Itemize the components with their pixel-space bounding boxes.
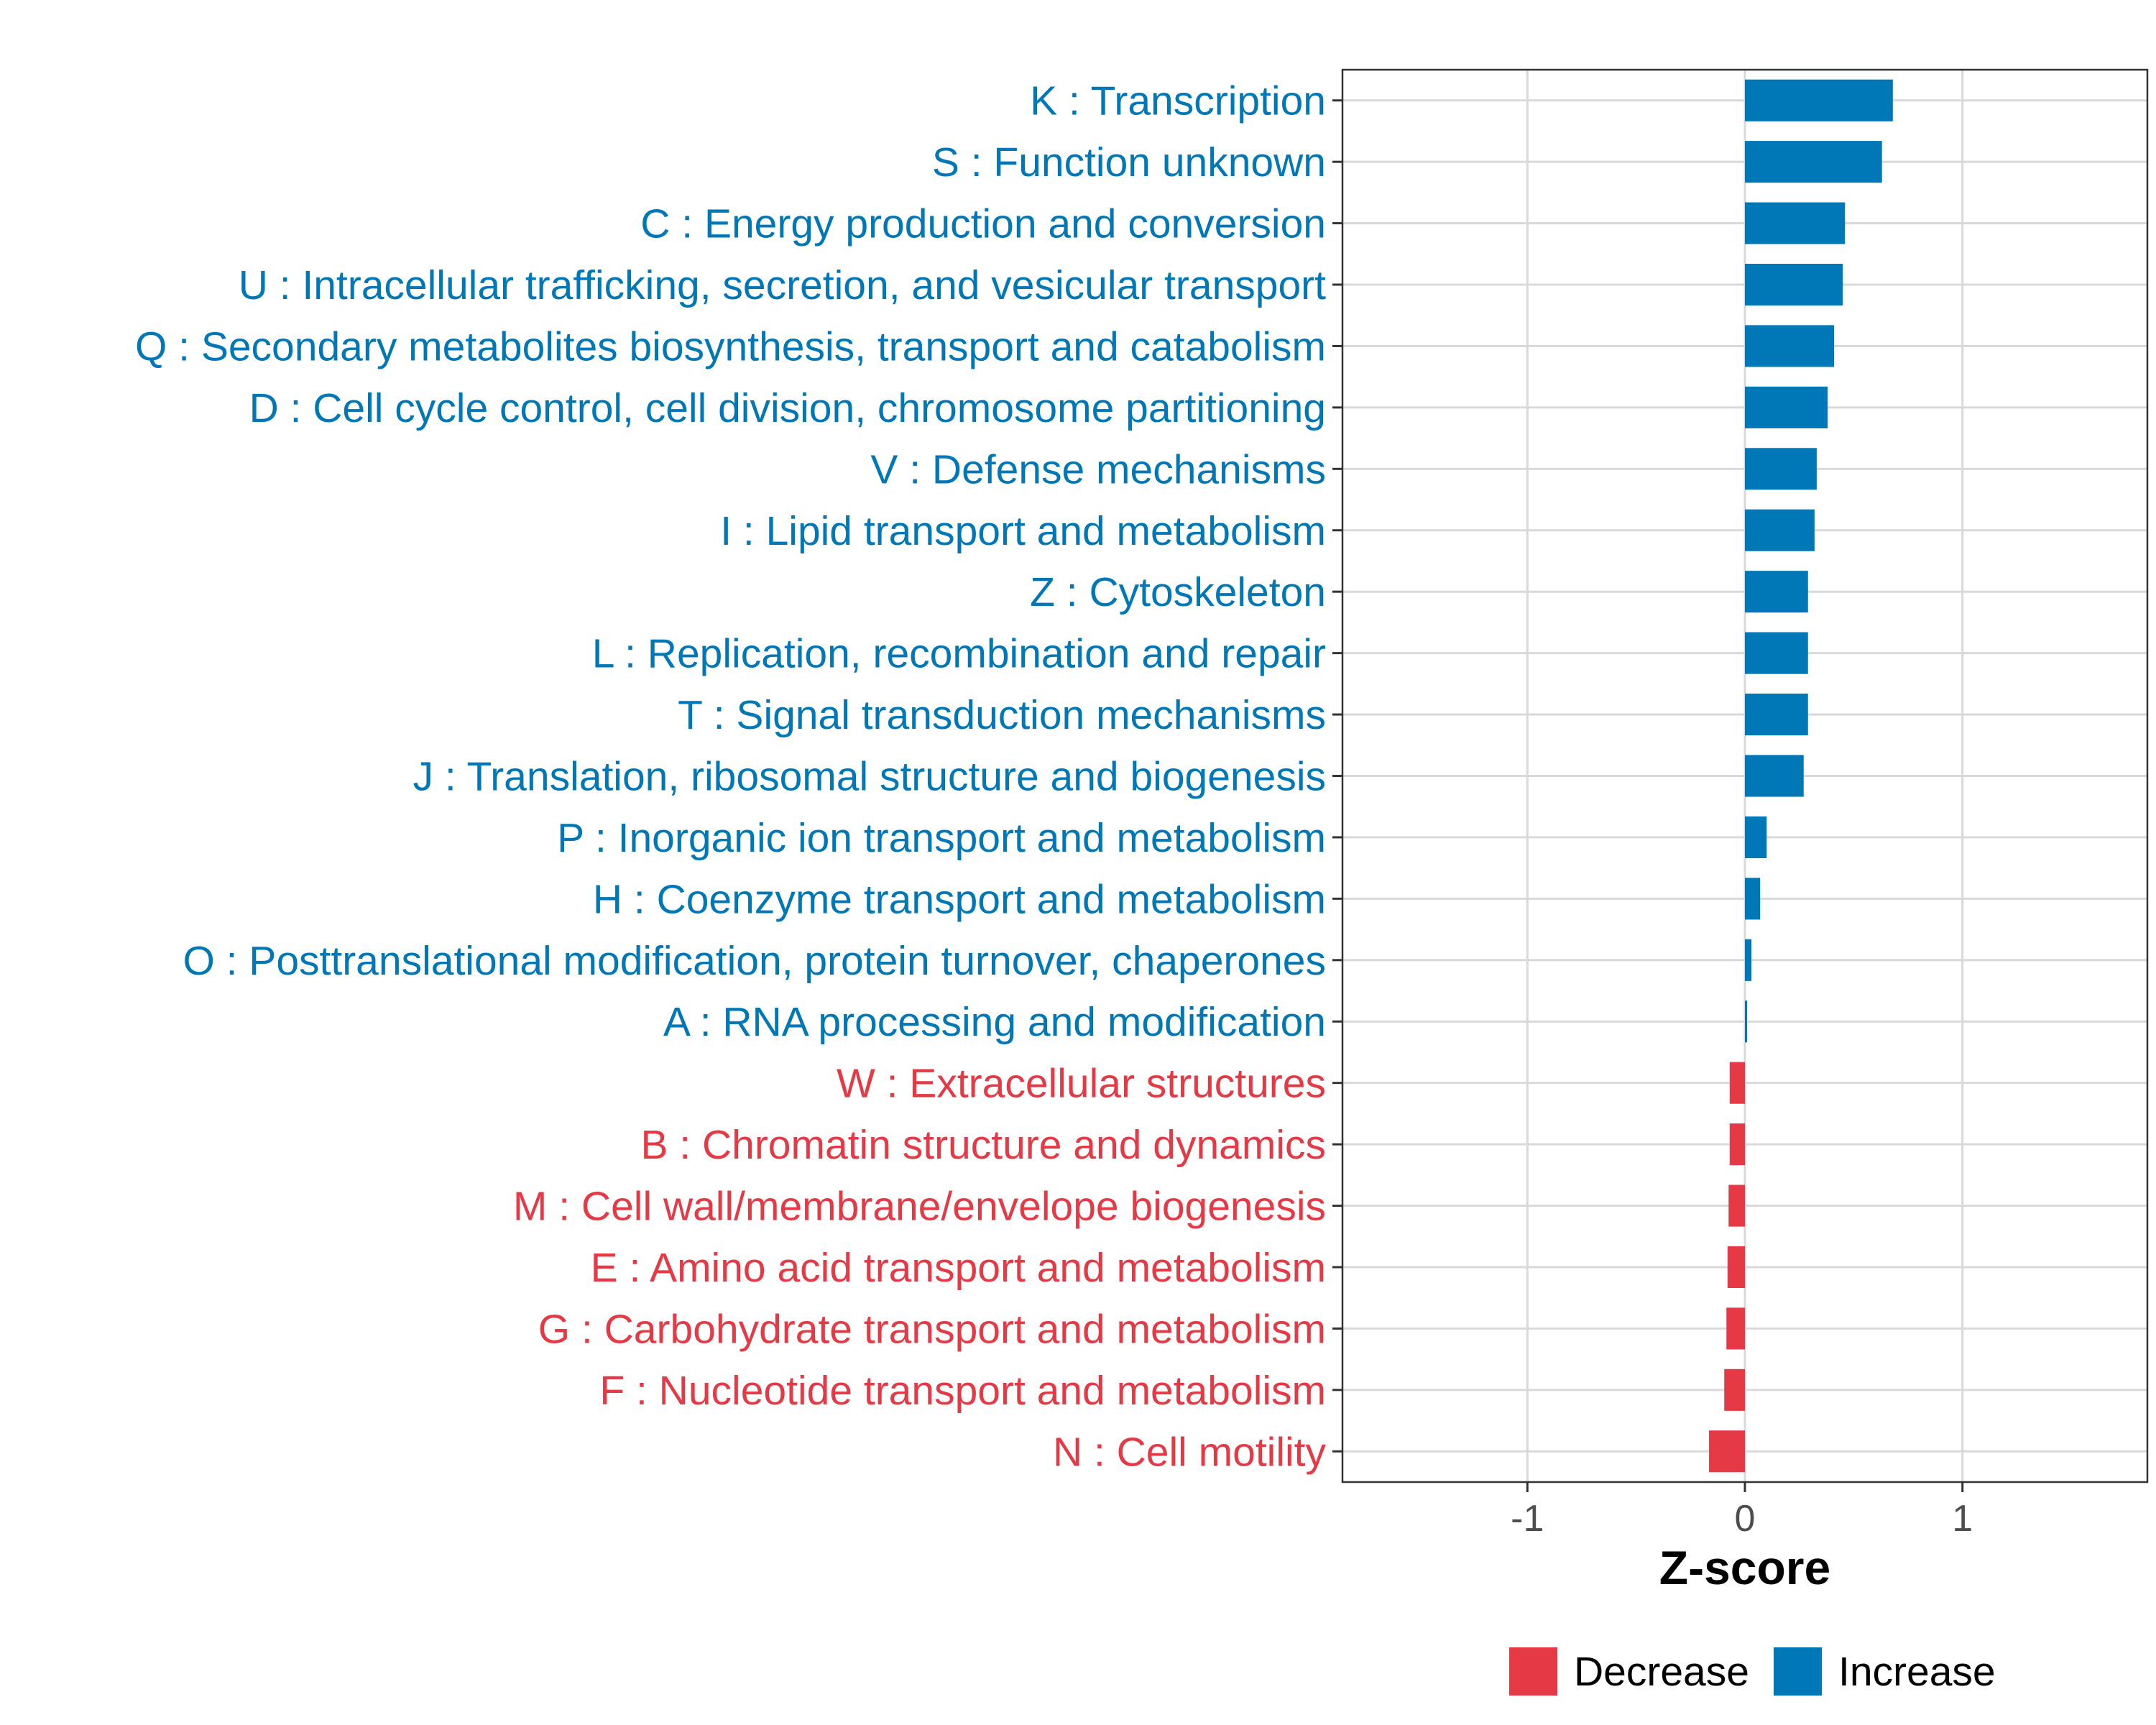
- bar-i: [1745, 509, 1815, 551]
- x-tick-label: 1: [1952, 1498, 1973, 1540]
- category-label-a: A : RNA processing and modification: [663, 999, 1326, 1045]
- bar-k: [1745, 79, 1893, 121]
- category-label-t: T : Signal transduction mechanisms: [678, 692, 1326, 738]
- category-label-z: Z : Cytoskeleton: [1030, 569, 1326, 615]
- bar-f: [1724, 1368, 1745, 1411]
- category-label-v: V : Defense mechanisms: [870, 446, 1326, 492]
- bars-group: [1709, 79, 1893, 1473]
- bar-e: [1727, 1246, 1745, 1289]
- bar-p: [1745, 816, 1767, 858]
- bar-d: [1745, 386, 1828, 428]
- category-label-j: J : Translation, ribosomal structure and…: [413, 754, 1326, 800]
- legend-swatch-decrease: [1509, 1647, 1557, 1696]
- bar-w: [1729, 1062, 1745, 1104]
- bar-j: [1745, 755, 1804, 797]
- y-axis-ticks: [1332, 99, 1342, 1453]
- category-label-l: L : Replication, recombination and repai…: [592, 631, 1326, 677]
- category-label-g: G : Carbohydrate transport and metabolis…: [538, 1306, 1326, 1352]
- bar-m: [1728, 1184, 1745, 1227]
- bar-t: [1745, 694, 1808, 736]
- legend-swatch-increase: [1774, 1647, 1822, 1696]
- category-label-u: U : Intracellular trafficking, secretion…: [239, 262, 1326, 308]
- x-tick-label: -1: [1511, 1498, 1544, 1540]
- bar-h: [1745, 878, 1761, 920]
- category-label-k: K : Transcription: [1030, 78, 1326, 124]
- bar-q: [1745, 325, 1835, 367]
- x-axis-title: Z-score: [1659, 1541, 1830, 1594]
- legend: Decrease Increase: [1509, 1647, 1996, 1696]
- x-tick-label: 0: [1735, 1498, 1756, 1540]
- category-label-m: M : Cell wall/membrane/envelope biogenes…: [513, 1184, 1326, 1230]
- category-label-p: P : Inorganic ion transport and metaboli…: [557, 815, 1326, 861]
- bar-c: [1745, 202, 1846, 244]
- category-label-f: F : Nucleotide transport and metabolism: [599, 1368, 1326, 1414]
- bar-z: [1745, 571, 1808, 613]
- category-label-o: O : Posttranslational modification, prot…: [183, 938, 1326, 984]
- category-label-b: B : Chromatin structure and dynamics: [640, 1122, 1326, 1168]
- category-label-s: S : Function unknown: [932, 139, 1326, 185]
- bar-a: [1745, 1000, 1748, 1043]
- bar-n: [1709, 1430, 1745, 1473]
- bar-s: [1745, 141, 1882, 183]
- bar-b: [1729, 1123, 1745, 1166]
- bar-o: [1745, 939, 1752, 981]
- bar-v: [1745, 448, 1817, 490]
- category-label-c: C : Energy production and conversion: [640, 201, 1326, 247]
- category-label-w: W : Extracellular structures: [837, 1061, 1326, 1107]
- legend-label-increase: Increase: [1838, 1649, 1996, 1695]
- bar-u: [1745, 263, 1843, 306]
- category-labels: K : Transcription S : Function unknown C :…: [135, 78, 1327, 1476]
- x-axis: -1 0 1: [1511, 1482, 1973, 1540]
- category-label-i: I : Lipid transport and metabolism: [720, 508, 1326, 554]
- category-label-q: Q : Secondary metabolites biosynthesis, …: [135, 323, 1326, 369]
- category-label-e: E : Amino acid transport and metabolism: [591, 1245, 1326, 1291]
- bar-g: [1726, 1307, 1745, 1350]
- category-label-n: N : Cell motility: [1053, 1429, 1327, 1475]
- bar-l: [1745, 632, 1808, 674]
- category-label-d: D : Cell cycle control, cell division, c…: [249, 385, 1326, 431]
- category-label-h: H : Coenzyme transport and metabolism: [593, 876, 1326, 922]
- legend-label-decrease: Decrease: [1574, 1649, 1749, 1695]
